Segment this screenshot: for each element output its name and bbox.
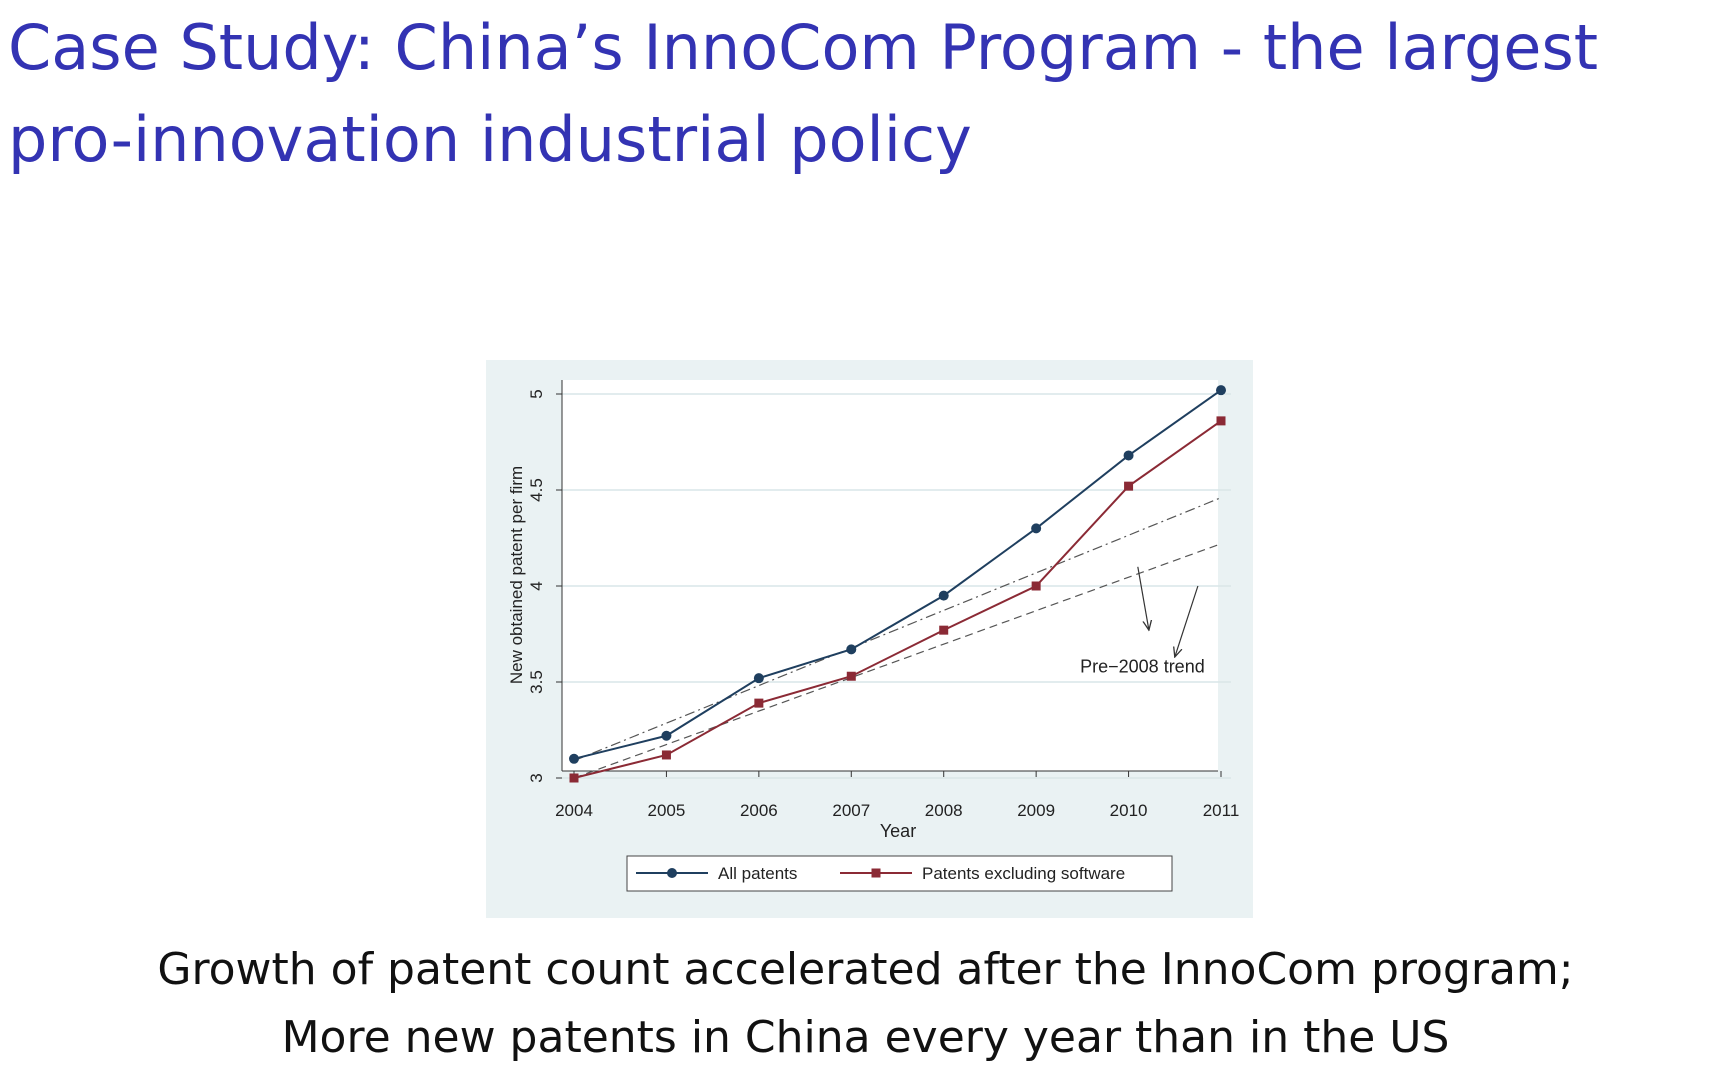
x-axis-ticks: 2004 2005 2006 2007 2008 2009 2010 2011 [555, 771, 1239, 820]
plot-area [562, 380, 1218, 771]
x-axis-label: Year [880, 821, 916, 841]
legend-swatch-marker [667, 868, 677, 878]
y-tick-label: 4 [527, 581, 546, 590]
slide-title-line1: Case Study: China’s InnoCom Program - th… [8, 11, 1599, 84]
y-tick-label: 3.5 [527, 670, 546, 694]
y-axis-label: New obtained patent per firm [507, 466, 526, 684]
data-point [846, 644, 857, 655]
data-point [661, 730, 672, 741]
x-tick-label: 2009 [1017, 801, 1055, 820]
gridlines [562, 393, 1231, 779]
slide-title-line2: pro-innovation industrial policy [8, 103, 972, 176]
caption-line1: Growth of patent count accelerated after… [157, 944, 1574, 995]
data-point [1031, 581, 1041, 591]
trend-line-0 [573, 497, 1222, 762]
legend-items: All patents Patents excluding software [636, 864, 1125, 883]
data-point [754, 698, 764, 708]
legend-swatch-marker [871, 868, 881, 878]
data-point [1124, 481, 1134, 491]
trend-lines [573, 497, 1222, 779]
data-point [938, 590, 949, 601]
data-point [1031, 523, 1042, 534]
x-tick-label: 2007 [832, 801, 870, 820]
slide-title: Case Study: China’s InnoCom Program - th… [8, 2, 1708, 186]
x-tick-label: 2011 [1203, 801, 1240, 820]
data-point [1123, 450, 1134, 461]
annotation-arrow-0 [1137, 566, 1149, 630]
caption-line2: More new patents in China every year tha… [281, 1012, 1450, 1063]
series-0 [569, 385, 1226, 764]
data-point [569, 773, 579, 783]
y-tick-label: 3 [527, 773, 546, 782]
annotation-arrow-1 [1175, 585, 1199, 657]
data-point [753, 673, 764, 684]
chart-panel: 3 3.5 4 4.5 5 2004 2005 2006 2007 2008 2009 2010 20… [486, 360, 1253, 918]
y-axis-ticks: 3 3.5 4 4.5 5 [527, 389, 562, 783]
data-point [846, 671, 856, 681]
legend-label: All patents [718, 864, 797, 883]
y-tick-label: 5 [527, 389, 546, 398]
x-tick-label: 2006 [740, 801, 778, 820]
x-tick-label: 2005 [648, 801, 686, 820]
trend-annotation: Pre−2008 trend [1080, 656, 1205, 676]
data-point [661, 750, 671, 760]
annotation-arrows [1137, 566, 1199, 657]
line-chart: 33.544.55 2004 2005 2006 2007 2008 2009 2010 20… [507, 380, 1239, 892]
slide-caption: Growth of patent count accelerated after… [0, 936, 1731, 1072]
data-point [1216, 385, 1226, 396]
data-point [569, 753, 579, 764]
series-1 [569, 416, 1226, 783]
series-line [573, 420, 1222, 779]
legend-item-1: Patents excluding software [840, 864, 1125, 883]
x-tick-label: 2004 [555, 801, 593, 820]
trend-line-1 [573, 543, 1222, 779]
legend-label: Patents excluding software [922, 864, 1125, 883]
legend-item-0: All patents [636, 864, 797, 883]
series-line [573, 389, 1222, 760]
y-tick-label: 4.5 [527, 478, 546, 502]
x-tick-label: 2008 [925, 801, 963, 820]
x-tick-label: 2010 [1110, 801, 1148, 820]
data-point [1216, 416, 1226, 426]
series-layer [569, 385, 1226, 783]
data-point [939, 625, 949, 635]
legend: All patents Patents excluding software [626, 855, 1173, 892]
